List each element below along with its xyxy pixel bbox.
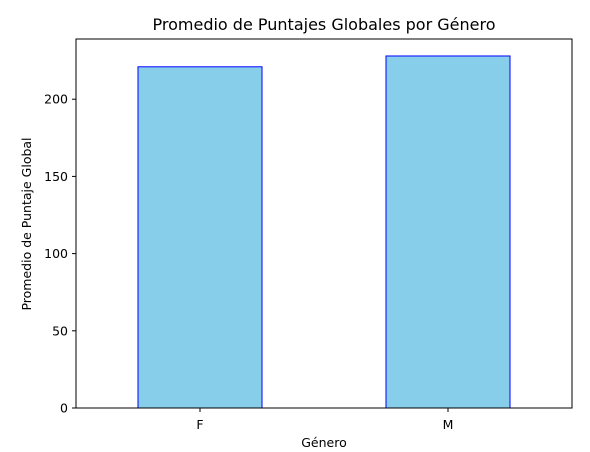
- y-tick-label: 100: [44, 246, 68, 261]
- bar-f: [137, 66, 263, 409]
- y-axis-label: Promedio de Puntaje Global: [19, 137, 34, 310]
- y-axis-ticks: 0 50 100 150 200: [44, 92, 76, 416]
- x-tick-label: F: [196, 417, 203, 432]
- y-tick-label: 150: [44, 169, 68, 184]
- y-tick-label: 50: [52, 323, 68, 338]
- bar-m: [385, 55, 511, 409]
- plot-frame: [75, 38, 573, 409]
- x-tick-label: M: [443, 417, 454, 432]
- y-tick-label: 0: [60, 401, 68, 416]
- y-tick-label: 200: [44, 92, 68, 107]
- bars-group: [137, 55, 511, 409]
- chart-title: Promedio de Puntajes Globales por Género: [153, 15, 496, 34]
- x-axis-label: Género: [301, 435, 347, 450]
